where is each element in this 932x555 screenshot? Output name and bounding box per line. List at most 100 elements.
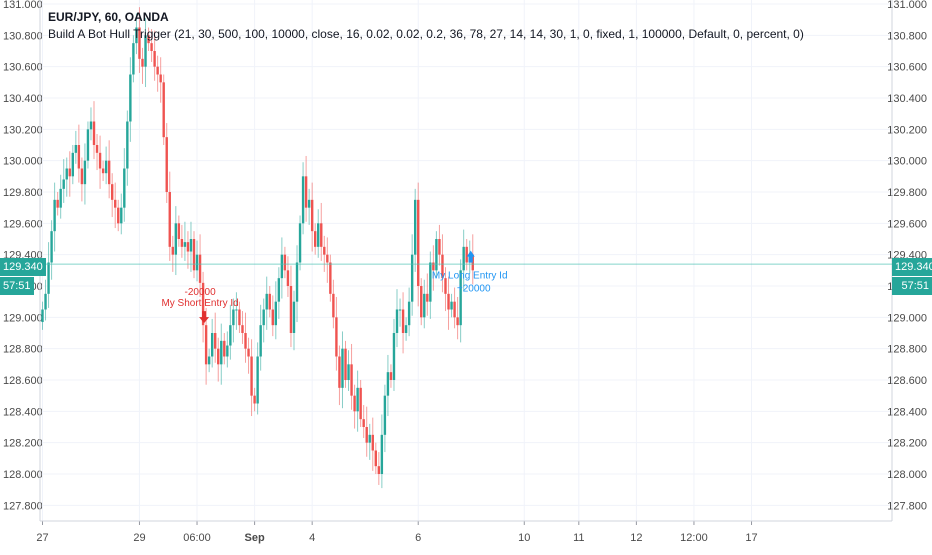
candle-body: [265, 293, 268, 310]
y-tick-label-right: 130.800: [887, 30, 927, 42]
candle-body: [386, 372, 390, 396]
y-tick-label-left: 129.600: [3, 218, 43, 230]
candle-body: [359, 387, 362, 420]
candle-body: [86, 129, 90, 161]
candle-body: [198, 254, 202, 283]
candle-body: [323, 246, 326, 255]
x-tick-label: 06:00: [183, 532, 211, 544]
candle-body: [350, 364, 353, 396]
candle-body: [238, 309, 241, 326]
price-tag-left: 129.340: [0, 258, 46, 276]
candle-body: [250, 356, 253, 396]
candle-body: [326, 254, 329, 263]
candle-body: [159, 74, 162, 83]
candle-body: [53, 199, 56, 232]
candle-body: [114, 199, 117, 208]
candle-body: [304, 176, 308, 208]
candle-body: [471, 254, 474, 271]
candle-body: [189, 239, 193, 252]
y-tick-label-left: 129.800: [3, 187, 43, 199]
candle-body: [59, 188, 62, 208]
candle-body: [226, 345, 229, 357]
candle-body: [186, 242, 190, 252]
candle-body: [344, 348, 347, 380]
y-tick-label-right: 128.200: [887, 438, 927, 450]
candle-body: [147, 35, 150, 44]
candle-body: [223, 340, 226, 357]
candle-body: [314, 231, 317, 247]
x-tick-label: 17: [745, 532, 757, 544]
candle-body: [380, 434, 384, 474]
candle-body: [210, 333, 214, 357]
candle-body: [426, 293, 429, 302]
price-tag-right: 129.340: [892, 258, 932, 276]
candle-body: [56, 199, 59, 208]
y-tick-label-right: 128.800: [887, 344, 927, 356]
candle-body: [174, 223, 178, 255]
candle-body: [432, 262, 435, 271]
x-tick-label: 11: [573, 532, 584, 544]
candle-body: [71, 152, 74, 177]
candle-body: [92, 121, 96, 145]
candle-body: [450, 301, 453, 310]
y-tick-label-left: 128.600: [3, 375, 43, 387]
candle-body: [110, 184, 114, 200]
countdown-tag-left: 57:51: [0, 277, 34, 295]
candle-body: [150, 43, 153, 51]
long-entry-qty: +20000: [457, 284, 491, 295]
candle-body: [368, 434, 371, 443]
candle-body: [329, 262, 332, 294]
candle-body: [129, 74, 132, 122]
candle-body: [162, 82, 165, 138]
candle-body: [247, 348, 250, 357]
candle-body: [241, 325, 244, 333]
candle-body: [235, 309, 238, 311]
candle-body: [365, 427, 368, 443]
candle-body: [283, 254, 287, 271]
candle-body: [441, 254, 444, 279]
y-tick-label-left: 129.000: [3, 312, 43, 324]
candle-body: [171, 246, 174, 255]
candle-body: [101, 168, 105, 174]
y-tick-label-left: 130.800: [3, 30, 43, 42]
candle-body: [371, 434, 374, 451]
countdown-tag-right: 57:51: [892, 277, 932, 295]
candle-body: [280, 254, 284, 279]
candle-body: [389, 372, 393, 380]
candle-body: [107, 160, 111, 185]
y-tick-label-left: 130.600: [3, 62, 43, 74]
y-tick-label-right: 129.800: [887, 187, 927, 199]
candle-body: [289, 286, 293, 333]
candle-body: [44, 293, 47, 310]
candle-body: [120, 207, 123, 224]
y-tick-label-right: 130.000: [887, 156, 927, 168]
short-entry-label: My Short Entry Id: [161, 298, 238, 309]
y-tick-label-right: 129.600: [887, 218, 927, 230]
candle-body: [207, 356, 211, 365]
candle-body: [401, 309, 405, 333]
candle-body: [268, 293, 271, 310]
candle-body: [374, 450, 377, 467]
candle-body: [74, 145, 78, 153]
candle-body: [220, 340, 223, 365]
candle-body: [398, 309, 402, 311]
candle-body: [217, 348, 220, 365]
x-tick-label: 29: [133, 532, 145, 544]
candle-body: [435, 239, 438, 271]
candle-body: [165, 137, 168, 192]
candle-body: [126, 121, 129, 169]
candle-body: [341, 348, 344, 388]
y-tick-label-right: 130.200: [887, 124, 927, 136]
candle-body: [144, 35, 147, 67]
candle-body: [295, 262, 299, 302]
y-tick-label-right: 128.600: [887, 375, 927, 387]
candle-body: [356, 387, 359, 412]
x-tick-label: Sep: [245, 532, 265, 544]
candle-body: [353, 395, 356, 412]
candle-body: [459, 270, 462, 326]
candle-body: [259, 325, 262, 357]
candle-body: [362, 419, 365, 427]
candle-body: [462, 246, 465, 271]
